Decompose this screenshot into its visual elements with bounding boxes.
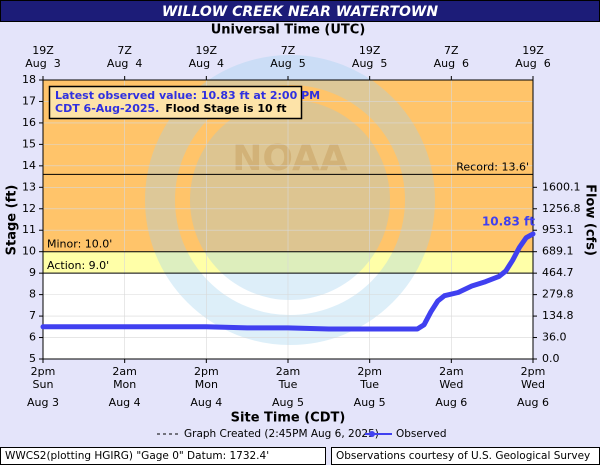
watermark: NOAA: [232, 138, 348, 179]
top-tick-label: Aug 5: [270, 57, 305, 70]
x-tick-label: Aug 5: [272, 396, 304, 409]
top-tick-label: Aug 3: [25, 57, 60, 70]
y2-tick-label: 689.1: [542, 245, 574, 258]
y-tick-label: 6: [29, 331, 36, 344]
info-box-frame: [48, 85, 303, 120]
top-tick-label: Aug 4: [107, 57, 142, 70]
y-tick-label: 5: [29, 352, 36, 365]
y-tick-label: 15: [22, 137, 36, 150]
y-tick-label: 14: [22, 159, 36, 172]
top-tick-label: 7Z: [444, 44, 459, 57]
y2-tick-label: 279.8: [542, 288, 574, 301]
y-tick-label: 17: [22, 94, 36, 107]
x-tick-label: Aug 6: [435, 396, 467, 409]
y2-tick-label: 953.1: [542, 223, 574, 236]
chart-title: WILLOW CREEK NEAR WATERTOWN: [162, 4, 438, 20]
y-tick-label: 9: [29, 266, 36, 279]
x-tick-label: Tue: [278, 378, 298, 391]
x-tick-label: 2pm: [357, 365, 382, 378]
x-tick-label: Tue: [359, 378, 379, 391]
y2-tick-label: 134.8: [542, 309, 574, 322]
legend-swatch-dot: [369, 431, 375, 437]
x-tick-label: 2pm: [521, 365, 546, 378]
x-tick-label: Mon: [113, 378, 136, 391]
x-tick-label: 2pm: [194, 365, 219, 378]
x-tick-label: Aug 4: [109, 396, 141, 409]
y2-tick-label: 0.0: [542, 352, 560, 365]
x-tick-label: Aug 5: [354, 396, 386, 409]
x-tick-label: Sun: [33, 378, 54, 391]
x-tick-label: 2am: [112, 365, 136, 378]
y-tick-label: 16: [22, 116, 36, 129]
top-tick-label: 19Z: [32, 44, 54, 57]
value-label: 10.83 ft: [482, 214, 535, 228]
y2-tick-label: 36.0: [542, 331, 567, 344]
watermark-disc: [190, 100, 390, 300]
y2-axis-title: Flow (cfs): [583, 184, 598, 256]
y-tick-label: 7: [29, 309, 36, 322]
flood-label: Minor: 10.0': [47, 238, 112, 251]
y2-tick-label: 464.7: [542, 266, 574, 279]
top-tick-label: Aug 5: [352, 57, 387, 70]
info-line: CDT 6-Aug-2025.: [55, 102, 159, 115]
y-tick-label: 18: [22, 73, 36, 86]
info-flood: Flood Stage is 10 ft: [165, 102, 286, 115]
top-tick-label: 19Z: [522, 44, 544, 57]
x-axis-title: Site Time (CDT): [231, 411, 346, 426]
y-tick-label: 8: [29, 288, 36, 301]
top-tick-label: 19Z: [359, 44, 381, 57]
x-tick-label: 2pm: [31, 365, 56, 378]
x-tick-label: Mon: [195, 378, 218, 391]
legend-text: Graph Created (2:45PM Aug 6, 2025): [184, 428, 379, 440]
y2-tick-label: 1256.8: [542, 202, 581, 215]
x-tick-label: Wed: [439, 378, 463, 391]
top-tick-label: Aug 6: [515, 57, 550, 70]
x-tick-label: 2am: [439, 365, 463, 378]
legend-entry: Observed: [396, 428, 447, 440]
top-tick-label: Aug 4: [189, 57, 224, 70]
y-tick-label: 13: [22, 180, 36, 193]
top-tick-label: 7Z: [117, 44, 132, 57]
top-tick-label: 19Z: [196, 44, 218, 57]
y-axis-title: Stage (ft): [5, 185, 20, 256]
y-tick-label: 11: [22, 223, 36, 236]
footer-right: Observations courtesy of U.S. Geological…: [336, 450, 590, 462]
x-tick-label: Wed: [521, 378, 545, 391]
x-tick-label: Aug 6: [517, 396, 549, 409]
top-tick-label: 7Z: [281, 44, 296, 57]
series-line: [40, 231, 536, 332]
flood-label: Record: 13.6': [456, 160, 529, 173]
info-line: Latest observed value: 10.83 ft at 2:00 …: [55, 89, 320, 102]
y-tick-label: 10: [22, 245, 36, 258]
info-box: Latest observed value: 10.83 ft at 2:00 …: [48, 85, 320, 120]
top-tick-label: Aug 6: [434, 57, 469, 70]
x-tick-label: Aug 4: [190, 396, 222, 409]
y2-tick-label: 1600.1: [542, 180, 581, 193]
top-axis-title: Universal Time (UTC): [211, 23, 366, 38]
y-tick-label: 12: [22, 202, 36, 215]
x-tick-label: Aug 3: [27, 396, 59, 409]
x-tick-label: 2am: [276, 365, 300, 378]
flood-label: Action: 9.0': [47, 259, 109, 272]
footer-left: WWCS2(plotting HGIRG) "Gage 0" Datum: 17…: [5, 450, 269, 462]
